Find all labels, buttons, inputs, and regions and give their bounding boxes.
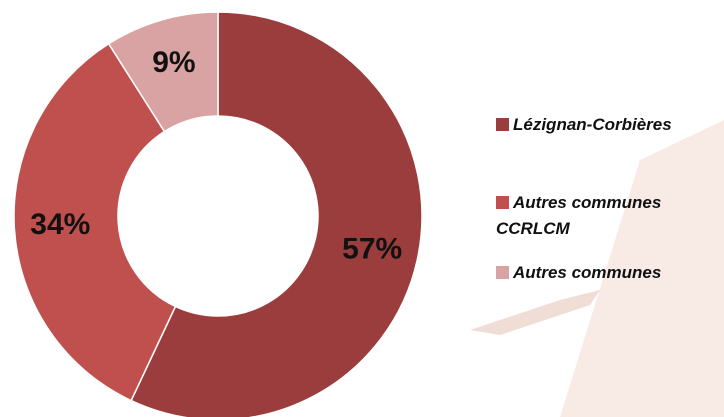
data-label: 34% — [30, 208, 90, 241]
donut-slice — [13, 42, 177, 402]
legend-item: Autres communes — [496, 260, 696, 286]
legend-swatch — [496, 118, 509, 131]
donut-slice — [107, 11, 219, 133]
donut-slice — [130, 11, 423, 417]
legend-swatch — [496, 196, 509, 209]
legend-swatch — [496, 266, 509, 279]
legend-item: Autres communes CCRLCM — [496, 190, 696, 242]
legend-item: Lézignan-Corbières — [496, 112, 696, 138]
legend-label: Autres communes CCRLCM — [496, 193, 662, 238]
data-label: 9% — [152, 46, 195, 79]
data-label: 57% — [342, 232, 402, 265]
legend-label: Lézignan-Corbières — [513, 115, 672, 134]
legend-label: Autres communes — [513, 263, 662, 282]
background-plane — [470, 290, 600, 335]
background-decoration — [560, 120, 724, 417]
